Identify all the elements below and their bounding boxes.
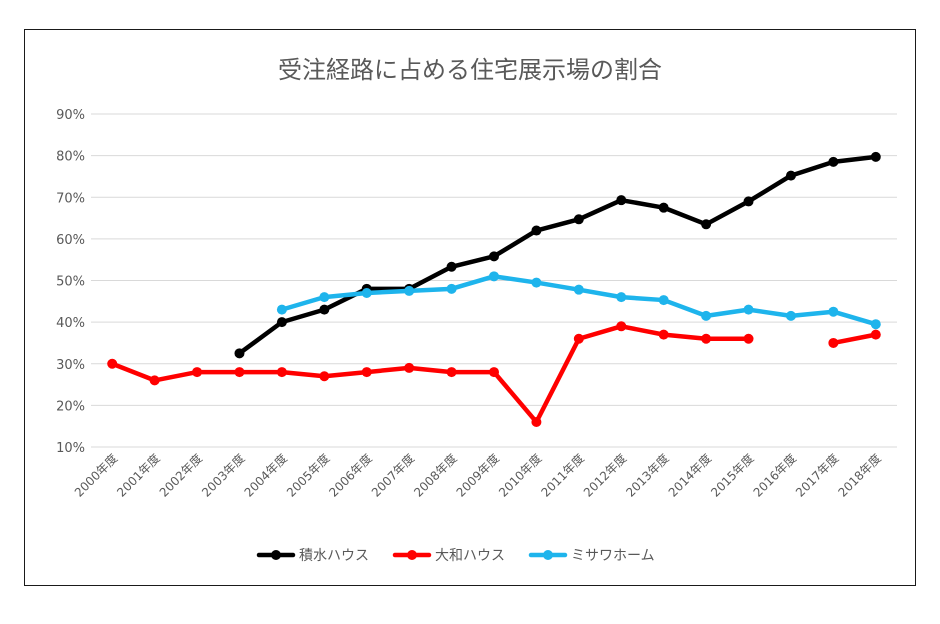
y-axis-ticks: 10% 20% 30% 40% 50% 60% 70% 80% 90% (56, 108, 85, 456)
series-1 (107, 321, 881, 428)
data-point (743, 304, 754, 315)
data-point (107, 358, 118, 369)
data-point (616, 195, 627, 206)
y-tick-label: 50% (56, 275, 85, 290)
y-tick-label: 70% (56, 191, 85, 206)
x-tick-label: 2003年度 (198, 451, 247, 500)
data-point (489, 367, 499, 378)
series-lines (107, 151, 881, 428)
data-point (870, 319, 881, 330)
x-tick-label: 2005年度 (283, 451, 332, 500)
series-line (109, 324, 751, 425)
chart-frame: 受注経路に占める住宅展示場の割合 10% 20% 30% 40% 50% 60% 70% 80… (24, 29, 916, 586)
data-point (658, 329, 669, 340)
data-point (404, 362, 415, 373)
data-point (531, 225, 542, 236)
data-point (701, 333, 712, 344)
data-point (658, 202, 669, 213)
x-tick-label: 2016年度 (750, 451, 799, 500)
x-tick-label: 2010年度 (495, 451, 544, 500)
y-tick-label: 60% (56, 233, 85, 248)
data-point (446, 261, 457, 272)
data-point (149, 375, 160, 386)
x-tick-label: 2017年度 (792, 451, 841, 500)
data-point (785, 310, 796, 321)
data-point (319, 292, 330, 303)
y-tick-label: 30% (56, 358, 85, 373)
chart-title: 受注経路に占める住宅展示場の割合 (278, 56, 662, 84)
legend-swatch-marker (543, 550, 553, 560)
data-point (701, 310, 712, 321)
data-point (446, 283, 457, 294)
legend-label: 積水ハウス (299, 548, 369, 564)
series-line (237, 154, 879, 356)
x-tick-label: 2000年度 (71, 451, 120, 500)
data-point (531, 417, 542, 428)
legend-label: ミサワホーム (571, 548, 655, 564)
x-tick-label: 2015年度 (707, 451, 756, 500)
legend-swatch-marker (271, 550, 281, 560)
data-point (319, 304, 330, 315)
data-point (828, 306, 839, 317)
data-point (489, 251, 499, 262)
x-tick-label: 2008年度 (411, 451, 460, 500)
data-point (616, 292, 627, 303)
data-point (234, 348, 245, 359)
x-tick-label: 2009年度 (453, 451, 502, 500)
data-point (361, 287, 372, 298)
data-point (870, 151, 881, 162)
data-point (573, 333, 584, 344)
data-point (870, 329, 881, 340)
data-point (276, 304, 287, 315)
y-tick-label: 40% (56, 316, 85, 331)
legend-item: ミサワホーム (528, 548, 655, 564)
line-chart: 受注経路に占める住宅展示場の割合 10% 20% 30% 40% 50% 60% 70% 80… (56, 56, 897, 564)
data-point (319, 371, 330, 382)
series-0 (234, 151, 881, 359)
data-point (828, 156, 839, 167)
data-point (192, 367, 203, 378)
x-axis-ticks: 2000年度2001年度2002年度2003年度2004年度2005年度2006… (71, 451, 884, 500)
x-tick-label: 2007年度 (368, 451, 417, 500)
data-point (276, 317, 287, 328)
data-point (361, 367, 372, 378)
x-tick-label: 2002年度 (156, 451, 205, 500)
y-tick-label: 20% (56, 399, 85, 414)
data-point (276, 367, 287, 378)
legend: 積水ハウス 大和ハウス ミサワホーム (256, 548, 655, 564)
legend-swatch-marker (407, 550, 417, 560)
data-point (531, 277, 542, 288)
data-point (446, 367, 457, 378)
data-point (489, 271, 499, 282)
data-point (743, 196, 754, 207)
y-tick-label: 10% (56, 441, 85, 456)
x-tick-label: 2018年度 (835, 451, 884, 500)
data-point (404, 285, 415, 296)
x-tick-label: 2014年度 (665, 451, 714, 500)
data-point (616, 321, 627, 332)
data-point (743, 333, 754, 344)
series-line (831, 332, 879, 346)
x-tick-label: 2011年度 (538, 451, 587, 500)
x-tick-label: 2006年度 (326, 451, 375, 500)
data-point (658, 295, 669, 306)
series-2 (276, 271, 881, 330)
x-tick-label: 2013年度 (623, 451, 672, 500)
x-tick-label: 2012年度 (580, 451, 629, 500)
data-point (573, 214, 584, 225)
data-point (701, 219, 712, 230)
legend-item: 大和ハウス (392, 548, 505, 564)
x-tick-label: 2001年度 (114, 451, 163, 500)
data-point (785, 170, 796, 181)
y-tick-label: 90% (56, 108, 85, 123)
x-tick-label: 2004年度 (241, 451, 290, 500)
data-point (573, 284, 584, 295)
data-point (234, 367, 245, 378)
legend-label: 大和ハウス (435, 548, 505, 564)
data-point (828, 337, 839, 348)
legend-item: 積水ハウス (256, 548, 369, 564)
y-tick-label: 80% (56, 150, 85, 165)
